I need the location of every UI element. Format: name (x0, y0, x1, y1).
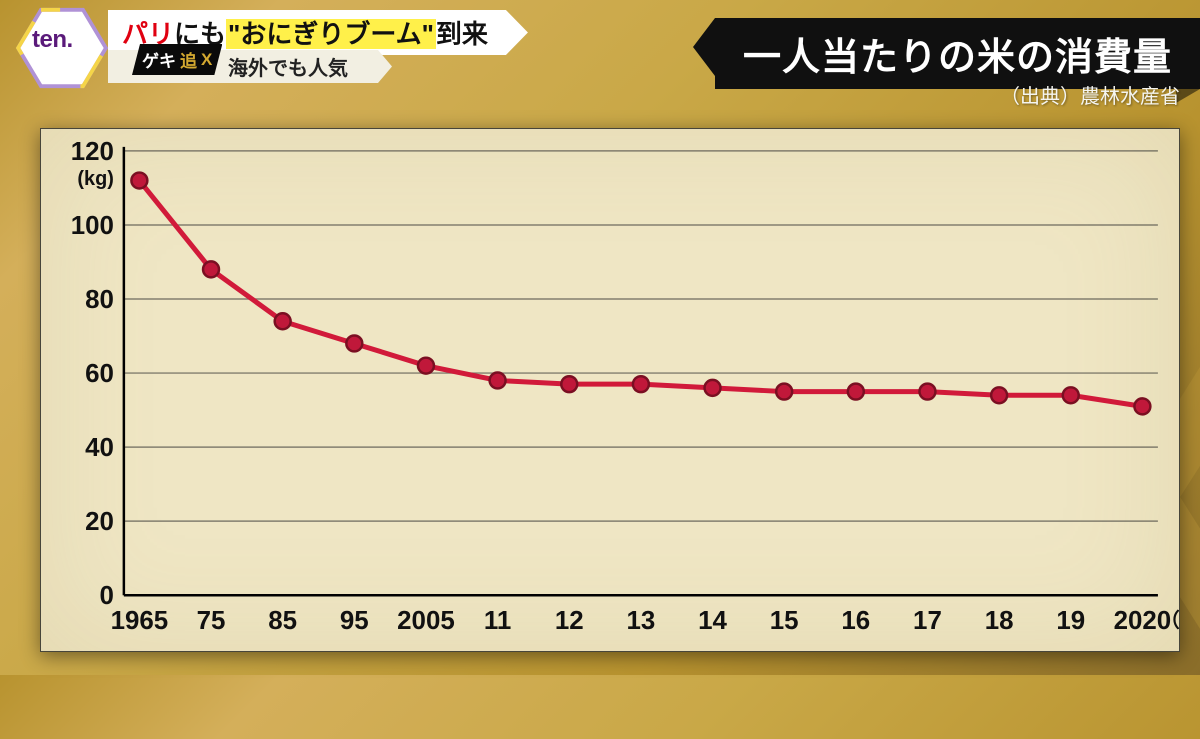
x-tick-label: 17 (913, 607, 942, 635)
y-tick-label: 40 (85, 434, 114, 462)
line-chart: 0 20 40 60 80 100 120(kg) 1965 75 85 95 2005 11 12 13 1… (41, 129, 1179, 651)
data-marker (1063, 387, 1079, 403)
x-tick-label: 16 (841, 607, 870, 635)
source-attribution: （出典）農林水産省 (1000, 80, 1180, 109)
chart-title: 一人当たりの米の消費量 (743, 37, 1172, 79)
data-marker (131, 173, 147, 189)
header: ten. パリにも"おにぎりブーム"到来 海外でも人気 ゲキ追X 一人当たりの米… (0, 0, 1200, 90)
data-marker (203, 261, 219, 277)
x-tick-label: 15 (770, 607, 799, 635)
headline-tail: 到来 (436, 19, 488, 49)
y-axis-unit: (kg) (77, 168, 114, 190)
data-marker (848, 384, 864, 400)
data-marker (633, 376, 649, 392)
x-tick-label: 13 (626, 607, 655, 635)
title-banner: 一人当たりの米の消費量 (715, 18, 1200, 89)
data-marker (275, 313, 291, 329)
y-tick-label: 0 (99, 582, 113, 610)
segment-tag-mid: 追 (180, 47, 197, 72)
x-tick-label: 75 (197, 607, 226, 635)
y-tick-label: 20 (85, 508, 114, 536)
x-tick-label: 19 (1056, 607, 1085, 635)
y-tick-label: 80 (85, 286, 114, 314)
station-logo-text: ten. (32, 26, 73, 54)
x-tick-label: 11 (484, 607, 511, 635)
data-marker (919, 384, 935, 400)
segment-tag-right: X (201, 50, 212, 70)
data-marker (705, 380, 721, 396)
data-marker (490, 373, 506, 389)
x-tick-label: 12 (555, 607, 584, 635)
y-tick-label: 100 (71, 212, 114, 240)
y-tick-label: 60 (85, 360, 114, 388)
x-tick-label: 14 (698, 607, 727, 635)
x-tick-label: 18 (985, 607, 1014, 635)
x-axis-unit: （年） (1160, 608, 1179, 632)
x-tick-label: 95 (340, 607, 369, 635)
data-marker (991, 387, 1007, 403)
x-tick-label: 1965 (111, 607, 169, 635)
data-marker (1134, 398, 1150, 414)
data-marker (776, 384, 792, 400)
chart-panel: 0 20 40 60 80 100 120(kg) 1965 75 85 95 2005 11 12 13 1… (40, 128, 1180, 652)
segment-tag-left: ゲキ (142, 47, 176, 72)
data-marker (346, 335, 362, 351)
x-tick-label: 2005 (397, 607, 455, 635)
x-tick-label: 85 (268, 607, 297, 635)
segment-tag: ゲキ追X (132, 44, 222, 75)
data-marker (418, 358, 434, 374)
data-marker (561, 376, 577, 392)
headline-highlight: "おにぎりブーム" (226, 19, 436, 49)
y-tick-label: 120 (71, 138, 114, 166)
subhead-text: 海外でも人気 (228, 58, 348, 80)
